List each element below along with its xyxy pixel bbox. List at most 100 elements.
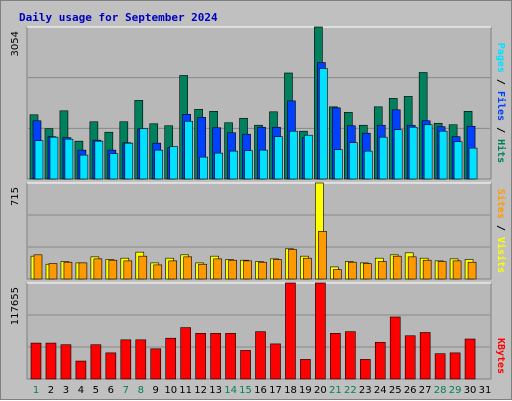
- x-tick-label: 20: [314, 385, 327, 396]
- sites-bar: [78, 262, 88, 280]
- pages-bar: [378, 136, 388, 180]
- kbytes-bar: [165, 337, 177, 380]
- sites-bar: [228, 259, 237, 280]
- kbytes-bar: [60, 344, 72, 380]
- pages-bar: [274, 136, 283, 180]
- pages-bar: [349, 142, 358, 180]
- pages-bar: [393, 129, 403, 180]
- x-tick-label: 13: [209, 385, 222, 396]
- kbytes-bar: [240, 350, 251, 380]
- kbytes-bar: [374, 341, 386, 380]
- chart-title: Daily usage for September 2024: [19, 11, 218, 24]
- x-tick-label: 12: [194, 385, 207, 396]
- sites-bar: [348, 261, 357, 280]
- y-max-label-1: 3054: [10, 31, 21, 56]
- pages-bar: [139, 128, 149, 180]
- sites-bar: [452, 260, 462, 280]
- x-tick-label: 26: [404, 385, 417, 396]
- kbytes-bar: [464, 338, 476, 380]
- sites-bar: [273, 259, 282, 280]
- sites-bar: [333, 269, 342, 280]
- kbytes-bar: [105, 352, 117, 380]
- x-tick-label: 21: [329, 385, 342, 396]
- kbytes-bar: [345, 331, 356, 380]
- pages-bar: [319, 68, 328, 180]
- pages-bar: [363, 150, 373, 180]
- right-axis-label-3: KBytes: [495, 338, 506, 374]
- pages-bar: [304, 134, 313, 180]
- sites-bar: [198, 263, 207, 280]
- sites-bar: [63, 261, 73, 280]
- x-tick-label: 11: [179, 385, 192, 396]
- sites-bar: [377, 261, 387, 280]
- x-tick-label: 17: [269, 385, 282, 396]
- kbytes-bar: [359, 359, 371, 380]
- right-axis-label-1: Pages / Files / Hits: [495, 43, 507, 163]
- pages-bar: [184, 120, 193, 180]
- kbytes-bar: [285, 282, 296, 380]
- sites-bar: [213, 258, 222, 280]
- sites-bar: [33, 254, 43, 280]
- pages-bar: [334, 149, 343, 180]
- x-tick-label: 10: [164, 385, 177, 396]
- pages-bar: [109, 153, 119, 180]
- x-tick-label: 15: [239, 385, 252, 396]
- kbytes-bar: [330, 333, 341, 380]
- kbytes-bar: [434, 353, 446, 380]
- sites-bar: [108, 259, 118, 280]
- sites-bar: [243, 260, 252, 280]
- sites-bar: [437, 261, 447, 280]
- x-tick-label: 5: [93, 385, 99, 396]
- pages-bar: [453, 141, 463, 180]
- x-tick-label: 14: [224, 385, 237, 396]
- sites-bar: [123, 260, 133, 280]
- x-tick-label: 1: [33, 385, 39, 396]
- x-tick-label: 8: [138, 385, 144, 396]
- x-tick-label: 28: [434, 385, 447, 396]
- sites-bar: [258, 261, 267, 280]
- x-tick-label: 29: [449, 385, 462, 396]
- pages-bar: [423, 124, 433, 180]
- sites-bar: [362, 263, 372, 280]
- pages-bar: [438, 130, 448, 180]
- pages-bar: [408, 126, 418, 180]
- pages-bar: [64, 138, 74, 180]
- sites-bar: [183, 256, 192, 280]
- kbytes-bar: [195, 333, 206, 380]
- kbytes-bar: [30, 342, 42, 380]
- kbytes-bar: [90, 344, 102, 380]
- sites-bar: [288, 249, 297, 280]
- pages-bar: [34, 140, 44, 180]
- kbytes-bar: [449, 352, 461, 380]
- pages-bar: [259, 149, 268, 180]
- pages-bar: [124, 142, 134, 180]
- pages-bar: [154, 149, 164, 180]
- sites-bar: [467, 261, 477, 280]
- x-tick-label: 23: [359, 385, 372, 396]
- right-axis-label-2: Sites / Visits: [495, 189, 507, 273]
- pages-bar: [229, 150, 238, 180]
- pages-bar: [169, 146, 179, 180]
- sites-bar: [168, 260, 178, 280]
- kbytes-bar: [419, 332, 431, 380]
- kbytes-bar: [45, 342, 57, 380]
- x-tick-label: 4: [78, 385, 84, 396]
- kbytes-bar: [120, 339, 132, 380]
- x-tick-label: 22: [344, 385, 357, 396]
- sites-bar: [138, 255, 148, 280]
- x-tick-label: 16: [254, 385, 267, 396]
- kbytes-bar: [225, 333, 236, 380]
- kbytes-bar: [135, 339, 147, 380]
- sites-bar: [407, 256, 417, 280]
- x-tick-label: 18: [284, 385, 297, 396]
- kbytes-bar: [180, 327, 191, 380]
- pages-bar: [199, 156, 208, 180]
- x-tick-label: 3: [63, 385, 69, 396]
- kbytes-bar: [75, 360, 87, 380]
- x-tick-label: 27: [419, 385, 432, 396]
- x-tick-label: 9: [153, 385, 159, 396]
- x-tick-label: 31: [479, 385, 492, 396]
- sites-bar: [318, 231, 327, 280]
